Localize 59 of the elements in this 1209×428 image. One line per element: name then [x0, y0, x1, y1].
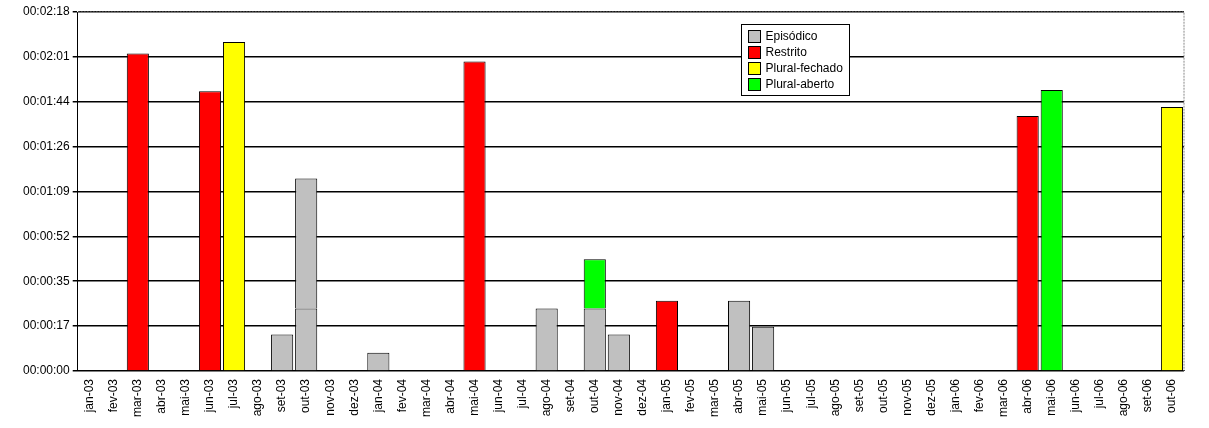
y-tick-label: 00:02:18: [22, 4, 71, 19]
x-tick-label: jan-05: [659, 378, 674, 414]
legend-label: Episódico: [765, 28, 818, 44]
x-tick-label: abr-03: [154, 378, 169, 414]
x-tick-label: abr-06: [1019, 378, 1034, 414]
x-tick-label: mai-05: [755, 378, 770, 416]
x-tick-label: ago-06: [1116, 378, 1131, 417]
x-tick-label: nov-05: [899, 378, 914, 416]
x-tick-label: jan-03: [82, 378, 97, 414]
y-tick-label: 00:00:52: [22, 228, 71, 243]
x-tick-label: fev-03: [106, 378, 121, 413]
x-tick-label: fev-04: [394, 378, 409, 413]
x-tick-label: jul-03: [226, 378, 241, 410]
y-tick-label: 00:00:35: [22, 273, 71, 288]
x-tick-label: set-03: [274, 378, 289, 413]
x-tick-label: mar-06: [995, 378, 1010, 418]
x-tick-label: abr-04: [442, 378, 457, 414]
x-tick-label: mar-05: [707, 378, 722, 418]
x-tick-label: out-06: [1164, 378, 1179, 414]
legend-label: Restrito: [765, 44, 807, 60]
x-tick-label: ago-03: [250, 378, 265, 417]
x-tick-label: jul-06: [1092, 378, 1107, 410]
x-tick-label: mai-03: [178, 378, 193, 416]
x-tick-label: out-05: [875, 378, 890, 414]
x-tick-label: jun-03: [202, 378, 217, 414]
x-tick-label: mai-06: [1044, 378, 1059, 416]
x-tick-label: dez-04: [635, 378, 650, 416]
x-tick-label: fev-05: [683, 378, 698, 413]
x-tick-label: mar-03: [130, 378, 145, 418]
x-tick-label: dez-03: [346, 378, 361, 416]
y-tick-label: 00:00:00: [22, 363, 71, 378]
x-tick-label: mai-04: [466, 378, 481, 416]
x-tick-label: nov-04: [611, 378, 626, 416]
y-tick-label: 00:01:09: [22, 183, 71, 198]
x-tick-label: nov-03: [322, 378, 337, 416]
legend-label: Plural-aberto: [765, 76, 835, 92]
x-tick-label: dez-05: [923, 378, 938, 416]
x-tick-label: ago-04: [538, 378, 553, 417]
x-tick-label: jun-06: [1068, 378, 1083, 414]
y-tick-label: 00:01:26: [22, 138, 71, 153]
x-tick-label: jun-04: [490, 378, 505, 414]
x-tick-label: set-06: [1140, 378, 1155, 413]
x-tick-label: jun-05: [779, 378, 794, 414]
x-tick-label: abr-05: [731, 378, 746, 414]
y-tick-label: 00:01:44: [22, 94, 71, 109]
y-tick-label: 00:00:17: [22, 318, 71, 333]
x-tick-label: set-05: [851, 378, 866, 413]
y-tick-label: 00:02:01: [22, 49, 71, 64]
legend-label: Plural-fechado: [765, 60, 843, 76]
x-tick-label: fev-06: [971, 378, 986, 413]
x-tick-label: jan-06: [947, 378, 962, 414]
x-tick-label: out-03: [298, 378, 313, 414]
x-tick-label: jul-05: [803, 378, 818, 410]
x-tick-label: mar-04: [418, 378, 433, 418]
x-tick-label: out-04: [587, 378, 602, 414]
x-tick-label: set-04: [563, 378, 578, 413]
x-tick-label: ago-05: [827, 378, 842, 417]
x-tick-label: jan-04: [370, 378, 385, 414]
x-tick-label: jul-04: [514, 378, 529, 410]
